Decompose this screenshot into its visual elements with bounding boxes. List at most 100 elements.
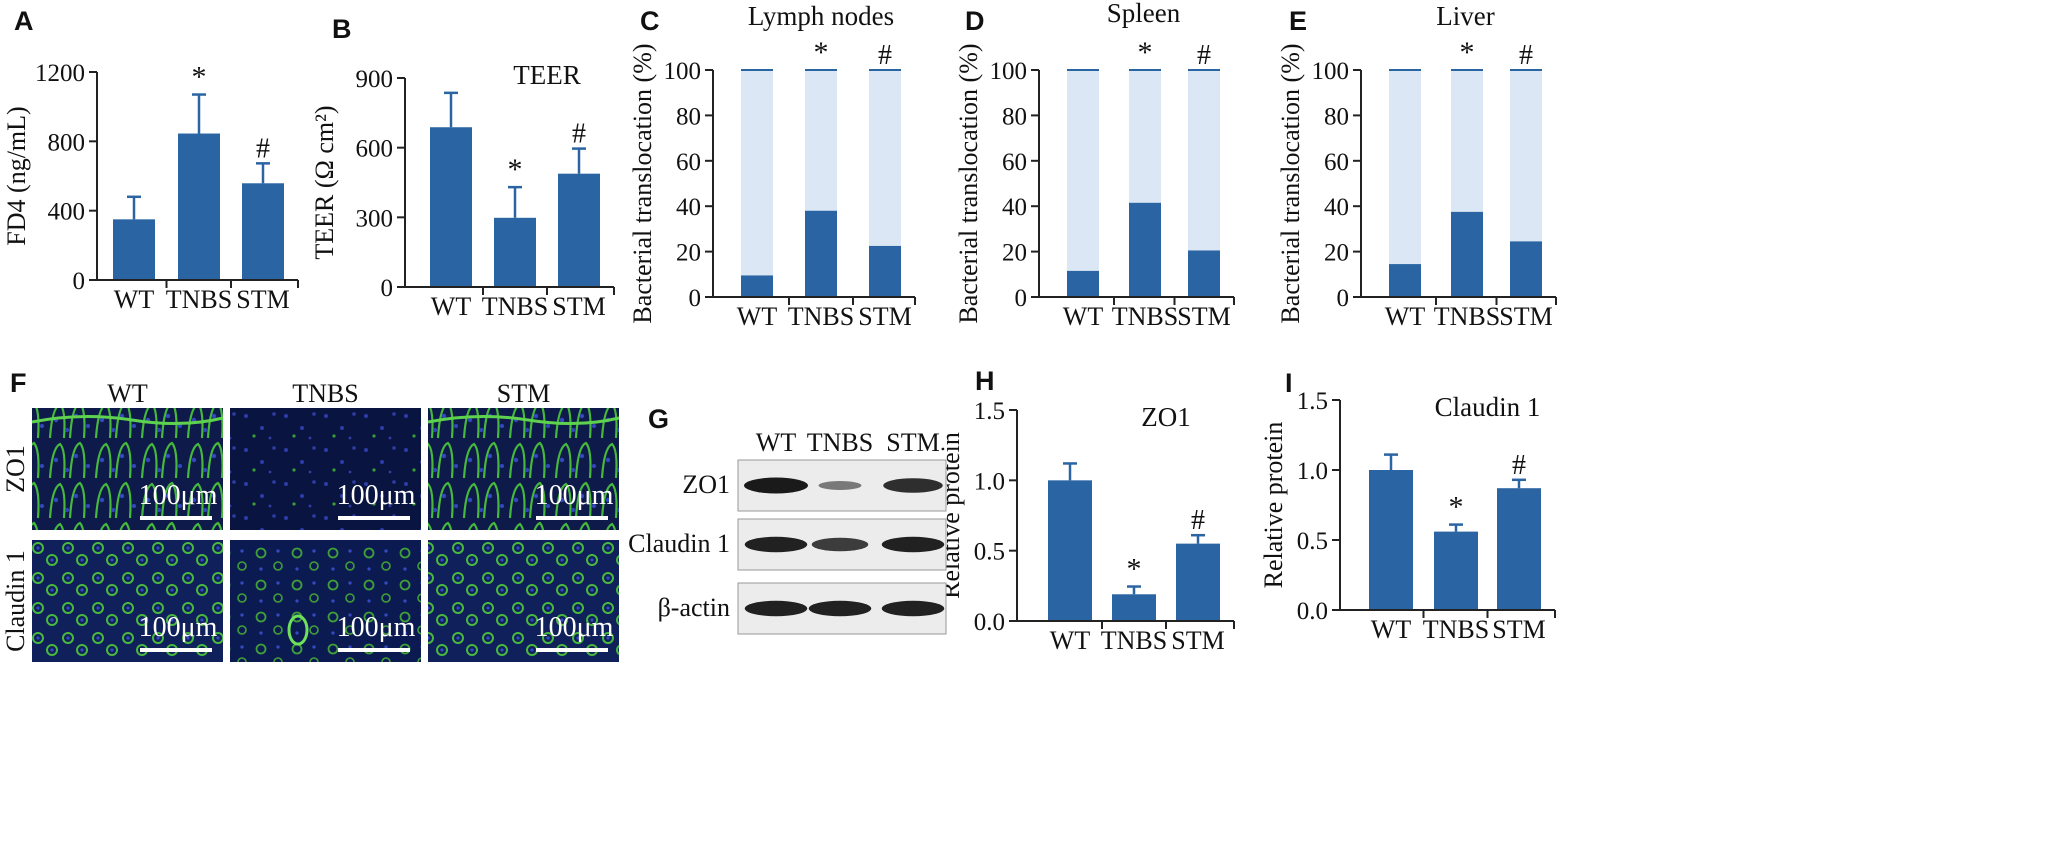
y-tick-label: 0 [381,275,394,302]
chart-title: TEER [513,60,581,90]
y-tick-label: 0 [1015,285,1028,312]
microscopy-panel: F WT TNBS STM ZO1 100μm 100μm 100μm Claudin 1 100… [1,368,620,662]
y-axis-label: Bacterial translocation (%) [1276,43,1305,323]
blot-band [744,600,808,617]
panel-letter: D [965,6,985,36]
y-tick-label: 60 [1324,149,1349,176]
blot-lane-label: TNBS [807,428,873,457]
bar [242,183,284,280]
y-axis-label: TEER (Ω cm²) [310,105,339,259]
scale-bar-label: 100μm [139,612,218,643]
x-tick-label: STM [1499,302,1552,331]
panel-letter: E [1289,6,1307,36]
tissue-edge [427,414,620,426]
chart-panel-b: B TEER WT * TNBS # STM 0 300 600 900 TEER (Ω cm²) [310,14,615,321]
micrograph [230,408,421,530]
significance-mark: * [1449,491,1464,524]
bar [1067,270,1099,297]
bar [869,245,901,297]
x-tick-label: WT [737,302,778,331]
x-tick-label: WT [114,285,155,314]
scale-bar-label: 100μm [535,612,614,643]
y-tick-label: 300 [356,205,394,232]
bar-remainder [1451,70,1483,212]
significance-mark: # [1519,40,1533,71]
y-axis-label: Relative protein [1259,422,1288,589]
y-tick-label: 80 [1324,103,1349,130]
bar-remainder [1188,70,1220,251]
significance-mark: * [508,153,523,186]
bar-remainder [1510,70,1542,242]
bar-remainder [1129,70,1161,203]
x-tick-label: WT [1063,302,1104,331]
y-tick-label: 1200 [35,60,85,87]
microscopy-row-label: ZO1 [1,445,30,493]
x-tick-label: STM [552,292,605,321]
blot-band [883,478,943,493]
x-tick-label: TNBS [1112,302,1178,331]
x-tick-label: WT [1050,626,1091,655]
micrograph [428,540,619,662]
blot-lane-label: WT [756,428,797,457]
y-tick-label: 0.5 [974,539,1005,566]
panel-letter: G [648,404,669,434]
panel-letter: F [10,368,27,398]
x-tick-label: TNBS [1101,626,1167,655]
y-tick-label: 0 [689,285,702,312]
bar [1389,264,1421,297]
chart-panel-c: C Lymph nodes WT * TNBS # STM 0 20 40 60 80 100 Bacte… [628,1,916,331]
significance-mark: * [1460,36,1475,69]
chart-panel-h: H ZO1 WT * TNBS # STM 0.0 0.5 1.0 1.5 Relative prot… [936,366,1235,655]
y-tick-label: 0.5 [1297,528,1328,555]
scale-bar-label: 100μm [139,480,218,511]
y-axis-label: Bacterial translocation (%) [954,43,983,323]
blot-band [881,536,945,553]
x-tick-label: STM [858,302,911,331]
blot-band [818,481,862,490]
microscopy-column-label: STM [497,379,550,408]
panel-letter: C [640,6,660,36]
western-blot-panel: G WT TNBS STM ZO1 Claudin 1 β-actin [628,404,947,635]
bar [1451,211,1483,297]
y-tick-label: 400 [48,199,86,226]
tissue-structure [287,614,309,646]
blot-band [881,600,945,617]
y-axis-label: FD4 (ng/mL) [2,106,31,245]
x-tick-label: WT [1385,302,1426,331]
micrograph [230,540,421,662]
x-tick-label: WT [431,292,472,321]
x-tick-label: TNBS [1434,302,1500,331]
y-axis-label: Bacterial translocation (%) [628,43,657,323]
blot-row-label: Claudin 1 [628,529,730,558]
micrograph [32,540,223,662]
chart-title: Spleen [1107,0,1181,28]
blot-band [744,477,808,494]
blot-row-label: β-actin [658,593,730,622]
micrograph [32,408,223,530]
bar [805,210,837,297]
micrograph [428,408,619,530]
microscopy-column-label: WT [107,379,148,408]
y-tick-label: 100 [990,58,1028,85]
chart-panel-i: I Claudin 1 WT * TNBS # STM 0.0 0.5 1.0 1.5 Relativ… [1259,368,1556,644]
y-tick-label: 0.0 [974,609,1005,636]
bar [1129,202,1161,297]
y-tick-label: 80 [1002,103,1027,130]
significance-mark: # [878,40,892,71]
bar [741,275,773,297]
bar [1510,241,1542,297]
significance-mark: * [1138,36,1153,69]
x-tick-label: STM [1177,302,1230,331]
blot-band [744,536,808,553]
x-tick-label: TNBS [482,292,548,321]
y-tick-label: 0 [1337,285,1350,312]
blot-band [811,537,869,552]
y-axis-label: Relative protein [936,432,965,599]
bar [1497,488,1541,610]
blot-row-label: ZO1 [682,470,730,499]
bar-remainder [805,70,837,211]
bar-remainder [1067,70,1099,271]
x-tick-label: TNBS [788,302,854,331]
y-tick-label: 20 [676,240,701,267]
